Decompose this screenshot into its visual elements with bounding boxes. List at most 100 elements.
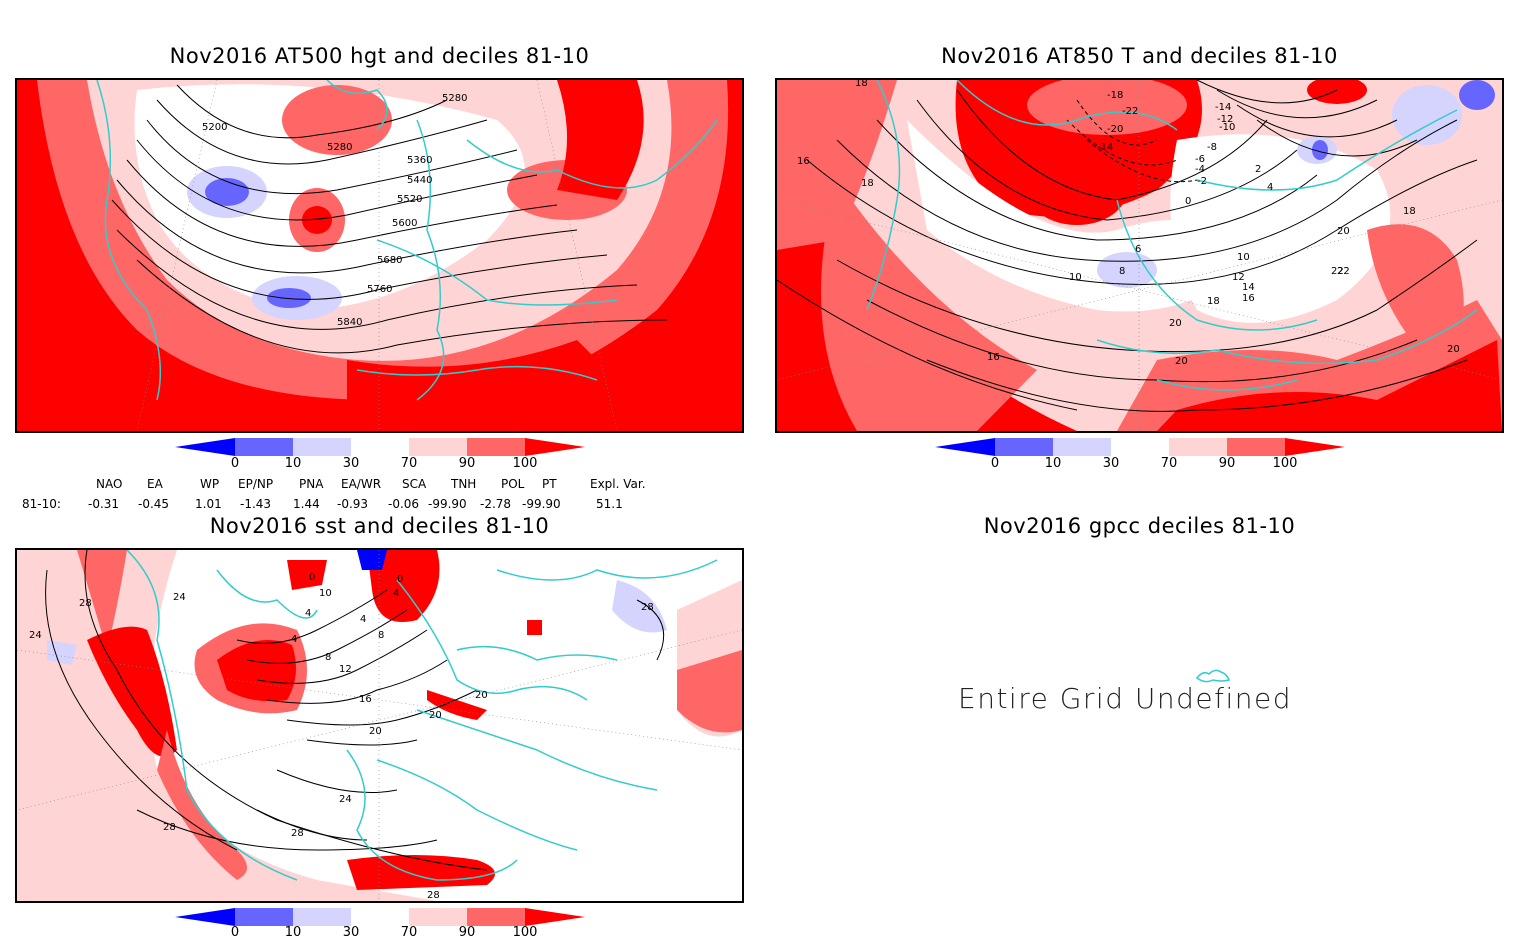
contour-label: -12 bbox=[1217, 114, 1233, 125]
colorbar-label: 10 bbox=[1044, 456, 1062, 471]
index-value: -0.93 bbox=[337, 497, 369, 511]
contour-label: 20 bbox=[429, 710, 442, 721]
contour-label: 8 bbox=[325, 652, 331, 663]
contour-label: 20 bbox=[369, 726, 382, 737]
contour-label: 22 bbox=[1331, 266, 1344, 277]
index-header: EA/WR bbox=[341, 477, 382, 491]
panel1-colorbar: 0 10 30 70 90 100 bbox=[175, 438, 585, 474]
colorbar-label: 70 bbox=[1160, 456, 1178, 471]
panel1-map: 5200 5280 5280 5360 5440 5520 5600 5680 … bbox=[15, 78, 744, 433]
contour-label: 18 bbox=[855, 80, 868, 89]
colorbar-label: 30 bbox=[342, 456, 360, 471]
contour-label: 20 bbox=[475, 690, 488, 701]
index-header: WP bbox=[200, 477, 220, 491]
contour-label: -20 bbox=[1107, 124, 1123, 135]
index-header: NAO bbox=[96, 477, 123, 491]
panel4-title: Nov2016 gpcc deciles 81-10 bbox=[983, 514, 1296, 538]
contour-label: 8 bbox=[1119, 266, 1125, 277]
index-header: EA bbox=[147, 477, 163, 491]
contour-label: -2 bbox=[1197, 176, 1207, 187]
contour-label: 0 bbox=[397, 574, 403, 585]
contour-label: 4 bbox=[305, 608, 311, 619]
contour-label: 5280 bbox=[442, 93, 467, 104]
index-value: 51.1 bbox=[596, 497, 623, 511]
colorbar-label: 100 bbox=[512, 456, 538, 471]
index-header: PNA bbox=[299, 477, 324, 491]
colorbar-label: 90 bbox=[458, 456, 476, 471]
contour-label: -8 bbox=[1207, 142, 1217, 153]
index-header: POL bbox=[501, 477, 525, 491]
panel3-map: 28 24 24 0 4 10 4 4 8 8 12 16 20 20 20 2… bbox=[15, 548, 744, 903]
contour-label: 20 bbox=[1175, 356, 1188, 367]
contour-label: 20 bbox=[1447, 344, 1460, 355]
colorbar-label: 30 bbox=[342, 925, 360, 940]
index-value: -99.90 bbox=[428, 497, 467, 511]
colorbar-label: 30 bbox=[1102, 456, 1120, 471]
contour-label: 5760 bbox=[367, 284, 392, 295]
index-value: -0.31 bbox=[88, 497, 120, 511]
contour-label: 12 bbox=[339, 664, 352, 675]
contour-label: 28 bbox=[427, 890, 440, 901]
contour-label: -10 bbox=[1219, 122, 1235, 133]
contour-label: 28 bbox=[79, 598, 92, 609]
panel2-map: 18 16 18 -18 -22 -20 -14 -14 -12 -10 -8 … bbox=[775, 78, 1504, 433]
contour-label: 20 bbox=[1337, 226, 1350, 237]
contour-label: -18 bbox=[1107, 90, 1123, 101]
contour-label: 28 bbox=[641, 602, 654, 613]
panel4-coast-fragment bbox=[1195, 669, 1230, 683]
contour-label: 22 bbox=[1337, 266, 1350, 277]
contour-label: 5440 bbox=[407, 175, 432, 186]
colorbar-label: 100 bbox=[1272, 456, 1298, 471]
colorbar-label: 70 bbox=[400, 925, 418, 940]
contour-label: -4 bbox=[1195, 164, 1205, 175]
contour-label: 10 bbox=[319, 588, 332, 599]
contour-label: 5200 bbox=[202, 122, 227, 133]
contour-label: 16 bbox=[359, 694, 372, 705]
panel1-title: Nov2016 AT500 hgt and deciles 81-10 bbox=[169, 44, 590, 68]
contour-label: 28 bbox=[163, 822, 176, 833]
contour-label: 16 bbox=[797, 156, 810, 167]
index-value: -1.43 bbox=[240, 497, 272, 511]
colorbar-label: 0 bbox=[990, 456, 1000, 471]
contour-label: 10 bbox=[1237, 252, 1250, 263]
contour-label: -14 bbox=[1097, 142, 1113, 153]
panel2-colorbar: 0 10 30 70 90 100 bbox=[935, 438, 1345, 474]
panel2-contour-labels: 18 16 18 -18 -22 -20 -14 -14 -12 -10 -8 … bbox=[797, 80, 1460, 367]
contour-label: 4 bbox=[393, 588, 399, 599]
panel3-colorbar: 0 10 30 70 90 100 bbox=[175, 908, 585, 940]
contour-label: 5520 bbox=[397, 194, 422, 205]
contour-label: 16 bbox=[987, 352, 1000, 363]
contour-label: 5840 bbox=[337, 317, 362, 328]
contour-label: 18 bbox=[861, 178, 874, 189]
index-header: PT bbox=[542, 477, 557, 491]
colorbar-label: 90 bbox=[458, 925, 476, 940]
contour-label: 4 bbox=[360, 614, 366, 625]
undefined-grid-message: Entire Grid Undefined bbox=[958, 682, 1293, 715]
contour-label: 24 bbox=[173, 592, 186, 603]
index-header: SCA bbox=[402, 477, 427, 491]
index-value: -0.45 bbox=[138, 497, 170, 511]
contour-label: 28 bbox=[291, 828, 304, 839]
contour-label: 24 bbox=[339, 794, 352, 805]
contour-label: 20 bbox=[1169, 318, 1182, 329]
contour-label: 5360 bbox=[407, 155, 432, 166]
contour-label: 4 bbox=[1267, 182, 1273, 193]
index-value: -0.06 bbox=[388, 497, 420, 511]
index-value: 1.44 bbox=[293, 497, 320, 511]
contour-label: 5280 bbox=[327, 142, 352, 153]
colorbar-label: 0 bbox=[230, 925, 240, 940]
contour-label: 5680 bbox=[377, 255, 402, 266]
contour-label: 6 bbox=[1135, 244, 1141, 255]
index-value: -99.90 bbox=[522, 497, 561, 511]
panel3-title: Nov2016 sst and deciles 81-10 bbox=[209, 514, 550, 538]
contour-label: 8 bbox=[378, 630, 384, 641]
index-header: Expl. Var. bbox=[590, 477, 646, 491]
contour-label: 14 bbox=[1242, 282, 1255, 293]
panel2-title: Nov2016 AT850 T and deciles 81-10 bbox=[941, 44, 1338, 68]
contour-label: 2 bbox=[1255, 164, 1261, 175]
contour-label: 5600 bbox=[392, 218, 417, 229]
index-header: TNH bbox=[451, 477, 477, 491]
colorbar-label: 100 bbox=[512, 925, 538, 940]
index-header: EP/NP bbox=[238, 477, 274, 491]
contour-label: 24 bbox=[29, 630, 42, 641]
